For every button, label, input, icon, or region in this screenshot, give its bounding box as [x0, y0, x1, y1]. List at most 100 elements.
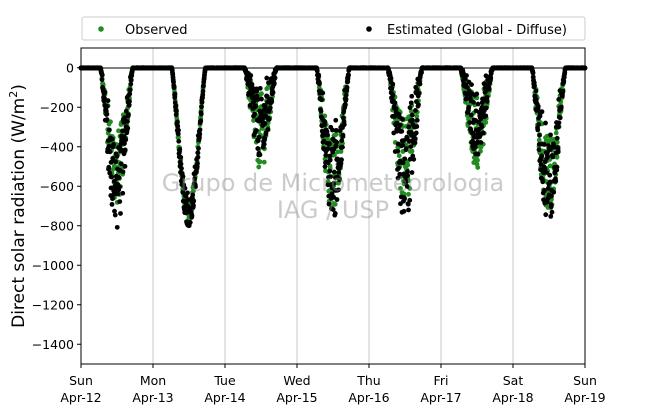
point-estimated — [344, 84, 350, 90]
point-estimated — [117, 199, 123, 205]
point-estimated — [556, 120, 562, 126]
point-estimated — [104, 103, 110, 109]
legend: Observed Estimated (Global - Diffuse) — [81, 16, 586, 41]
point-estimated — [469, 82, 474, 87]
point-estimated — [109, 174, 115, 180]
point-estimated — [180, 189, 186, 195]
x-tick-label-date: Apr-13 — [132, 390, 173, 405]
point-estimated — [404, 184, 410, 189]
point-estimated — [483, 113, 489, 119]
point-estimated — [316, 73, 322, 79]
point-estimated — [126, 102, 132, 108]
point-estimated — [470, 130, 476, 136]
point-estimated — [544, 199, 550, 205]
point-estimated — [389, 86, 395, 91]
point-estimated — [557, 115, 563, 121]
legend-marker-estimated — [366, 26, 372, 32]
point-estimated — [406, 124, 412, 130]
point-estimated — [334, 197, 340, 202]
point-estimated — [182, 185, 188, 191]
point-estimated — [120, 169, 126, 175]
point-estimated — [177, 146, 183, 152]
y-axis: 0 −200 −400 −600 −800 −1000 −1200 −1400 — [32, 60, 81, 352]
point-estimated — [484, 99, 490, 104]
point-estimated — [331, 169, 337, 175]
point-estimated — [553, 178, 559, 184]
x-tick-label-date: Apr-19 — [564, 390, 605, 405]
point-estimated — [195, 150, 201, 156]
point-estimated — [270, 90, 276, 96]
point-estimated — [338, 161, 344, 166]
point-estimated — [539, 109, 545, 115]
point-estimated — [536, 122, 542, 127]
point-estimated — [114, 224, 120, 230]
point-estimated — [532, 83, 537, 89]
point-estimated — [536, 147, 542, 153]
y-tick-label: −1400 — [32, 337, 74, 352]
point-estimated — [413, 130, 419, 136]
point-estimated — [397, 122, 403, 128]
point-estimated — [104, 117, 110, 122]
point-observed — [406, 191, 411, 197]
watermark: Grupo de Micrometeorologia IAG / USP — [162, 169, 504, 224]
point-estimated — [176, 127, 181, 133]
legend-label-observed: Observed — [125, 23, 188, 38]
x-tick-label-day: Sat — [503, 373, 524, 388]
point-estimated — [185, 190, 190, 196]
point-estimated — [127, 87, 133, 93]
point-estimated — [171, 84, 177, 90]
point-estimated — [106, 143, 112, 149]
point-estimated — [120, 190, 126, 196]
point-estimated — [395, 148, 401, 154]
x-tick-label-day: Fri — [434, 373, 449, 388]
point-estimated — [128, 81, 134, 87]
point-estimated — [408, 144, 414, 149]
legend-marker-observed — [98, 26, 104, 32]
point-estimated — [128, 77, 134, 83]
point-estimated — [342, 102, 348, 108]
point-estimated — [475, 151, 481, 157]
point-observed — [398, 185, 403, 191]
point-estimated — [402, 156, 408, 162]
y-tick-label: 0 — [66, 60, 74, 75]
point-estimated — [129, 73, 135, 79]
point-estimated — [483, 105, 489, 111]
point-estimated — [535, 127, 541, 133]
point-observed — [332, 201, 338, 207]
point-estimated — [554, 135, 560, 141]
point-estimated — [400, 142, 406, 148]
point-estimated — [127, 91, 133, 97]
point-estimated — [480, 130, 486, 136]
point-estimated — [327, 168, 333, 174]
point-estimated — [99, 77, 105, 83]
point-estimated — [548, 132, 553, 138]
point-estimated — [105, 98, 111, 104]
point-observed — [536, 137, 542, 143]
point-estimated — [320, 90, 326, 96]
point-estimated — [114, 153, 120, 159]
point-estimated — [410, 117, 415, 123]
point-estimated — [107, 149, 113, 155]
point-estimated — [179, 166, 184, 171]
point-estimated — [343, 97, 349, 102]
point-estimated — [409, 170, 415, 175]
point-estimated — [464, 95, 470, 101]
x-tick-label-day: Sun — [573, 373, 597, 388]
point-estimated — [550, 154, 556, 160]
point-estimated — [122, 141, 127, 146]
point-estimated — [123, 108, 129, 114]
point-estimated — [197, 127, 203, 133]
point-estimated — [187, 220, 193, 225]
point-observed — [338, 149, 344, 154]
point-estimated — [272, 75, 278, 81]
point-estimated — [327, 157, 333, 163]
point-estimated — [336, 169, 342, 175]
point-estimated — [390, 81, 396, 87]
point-estimated — [474, 91, 480, 97]
point-estimated — [190, 192, 196, 198]
y-tick-label: −1200 — [32, 297, 74, 312]
point-estimated — [118, 211, 123, 216]
point-estimated — [337, 177, 342, 183]
point-estimated — [468, 112, 474, 118]
point-estimated — [126, 112, 131, 118]
